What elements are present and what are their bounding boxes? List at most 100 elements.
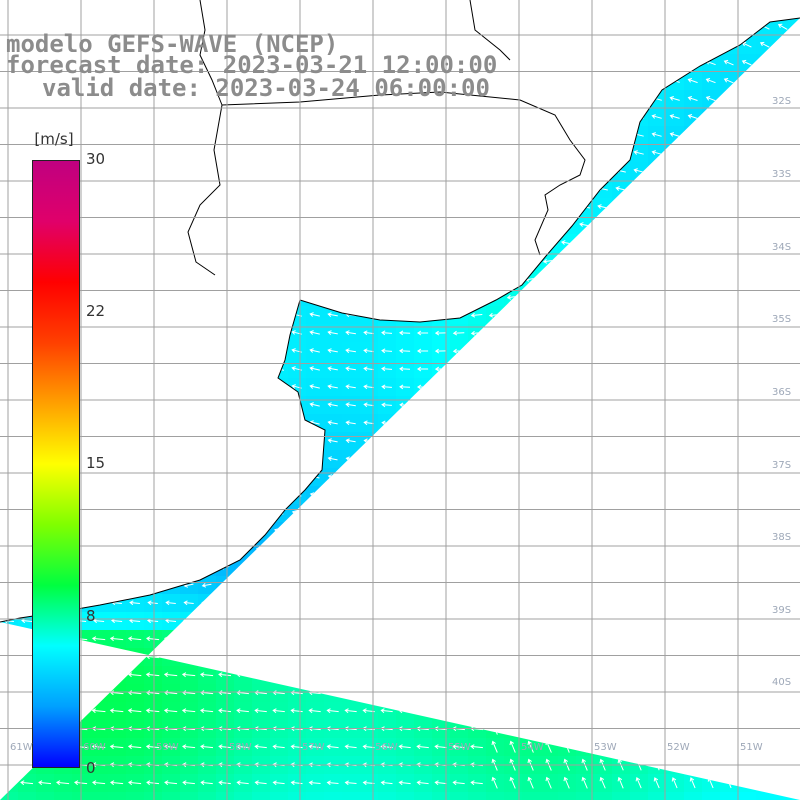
wind-vector-arrow <box>740 348 753 354</box>
speed-cell <box>720 774 738 792</box>
wind-vector-arrow <box>183 474 194 480</box>
speed-cell <box>720 90 738 108</box>
wind-vector-arrow <box>255 564 266 570</box>
wind-vector-arrow <box>416 744 429 750</box>
wind-vector-arrow <box>599 650 606 663</box>
wind-vector-arrow <box>687 96 698 101</box>
speed-cell <box>162 162 180 180</box>
speed-cell <box>234 450 252 468</box>
wind-vector-arrow <box>2 276 15 282</box>
wind-vector-arrow <box>581 776 588 789</box>
speed-cell <box>450 396 468 414</box>
wind-vector-arrow <box>563 650 570 663</box>
wind-vector-arrow <box>597 258 609 264</box>
wind-vector-arrow <box>147 347 159 354</box>
speed-cell <box>720 342 738 360</box>
wind-vector-arrow <box>560 403 573 408</box>
speed-cell <box>450 666 468 684</box>
wind-vector-arrow <box>200 708 214 714</box>
wind-vector-arrow <box>761 651 768 663</box>
speed-cell <box>252 792 270 800</box>
speed-cell <box>432 702 450 720</box>
speed-cell <box>630 540 648 558</box>
wind-vector-arrow <box>201 401 212 408</box>
speed-cell <box>144 378 162 396</box>
speed-cell <box>648 738 666 756</box>
wind-vector-arrow <box>129 546 140 552</box>
wind-vector-arrow <box>129 293 141 300</box>
wind-vector-arrow <box>614 384 627 390</box>
wind-vector-arrow <box>581 704 588 717</box>
speed-cell <box>792 252 800 270</box>
colorbar-tick-8: 8 <box>86 607 96 625</box>
wind-vector-arrow <box>183 257 194 264</box>
speed-cell <box>216 792 234 800</box>
speed-cell <box>558 414 576 432</box>
wind-vector-arrow <box>273 330 284 335</box>
speed-cell <box>144 414 162 432</box>
wind-vector-arrow <box>181 672 196 678</box>
speed-cell <box>450 594 468 612</box>
speed-cell <box>450 432 468 450</box>
speed-cell <box>126 450 144 468</box>
speed-cell <box>108 648 126 666</box>
wind-vector-arrow <box>237 347 248 354</box>
speed-cell <box>666 468 684 486</box>
speed-cell <box>270 414 288 432</box>
speed-cell <box>684 144 702 162</box>
wind-vector-arrow <box>219 474 230 480</box>
wind-vector-arrow <box>686 402 699 408</box>
speed-cell <box>648 594 666 612</box>
wind-vector-arrow <box>596 276 609 282</box>
wind-vector-arrow <box>632 312 645 318</box>
speed-cell <box>252 414 270 432</box>
speed-cell <box>576 540 594 558</box>
speed-cell <box>720 414 738 432</box>
speed-cell <box>288 522 306 540</box>
wind-vector-arrow <box>399 474 410 480</box>
speed-cell <box>756 108 774 126</box>
speed-cell <box>414 468 432 486</box>
wind-vector-arrow <box>165 401 177 408</box>
wind-vector-arrow <box>524 331 537 336</box>
speed-cell <box>198 144 216 162</box>
speed-cell <box>720 738 738 756</box>
speed-cell <box>612 252 630 270</box>
speed-cell <box>630 378 648 396</box>
wind-vector-arrow <box>687 240 698 245</box>
wind-vector-arrow <box>563 686 570 699</box>
speed-cell <box>414 648 432 666</box>
wind-vector-arrow <box>564 562 570 571</box>
wind-vector-arrow <box>3 113 14 120</box>
speed-cell <box>648 666 666 684</box>
wind-vector-arrow <box>650 366 663 372</box>
wind-vector-arrow <box>147 546 158 552</box>
speed-cell <box>216 576 234 594</box>
wind-vector-arrow <box>436 600 446 606</box>
wind-vector-arrow <box>687 492 698 498</box>
speed-cell <box>288 648 306 666</box>
wind-vector-arrow <box>327 366 338 371</box>
wind-vector-arrow <box>110 780 124 786</box>
speed-cell <box>738 576 756 594</box>
wind-vector-arrow <box>417 402 428 408</box>
wind-vector-arrow <box>687 150 698 155</box>
speed-cell <box>180 180 198 198</box>
wind-vector-arrow <box>398 348 411 354</box>
wind-vector-arrow <box>726 616 732 626</box>
speed-cell <box>756 360 774 378</box>
wind-vector-arrow <box>744 598 749 607</box>
lat-label-33s: 33S <box>772 169 792 180</box>
wind-vector-arrow <box>255 330 266 335</box>
wind-vector-arrow <box>668 384 681 390</box>
speed-cell <box>486 342 504 360</box>
speed-cell <box>594 522 612 540</box>
speed-cell <box>612 558 630 576</box>
speed-cell <box>396 792 414 800</box>
wind-vector-arrow <box>635 650 642 663</box>
speed-cell <box>180 108 198 126</box>
wind-vector-arrow <box>488 384 501 390</box>
wind-vector-arrow <box>2 366 15 372</box>
speed-cell <box>162 126 180 144</box>
speed-cell <box>576 702 594 720</box>
